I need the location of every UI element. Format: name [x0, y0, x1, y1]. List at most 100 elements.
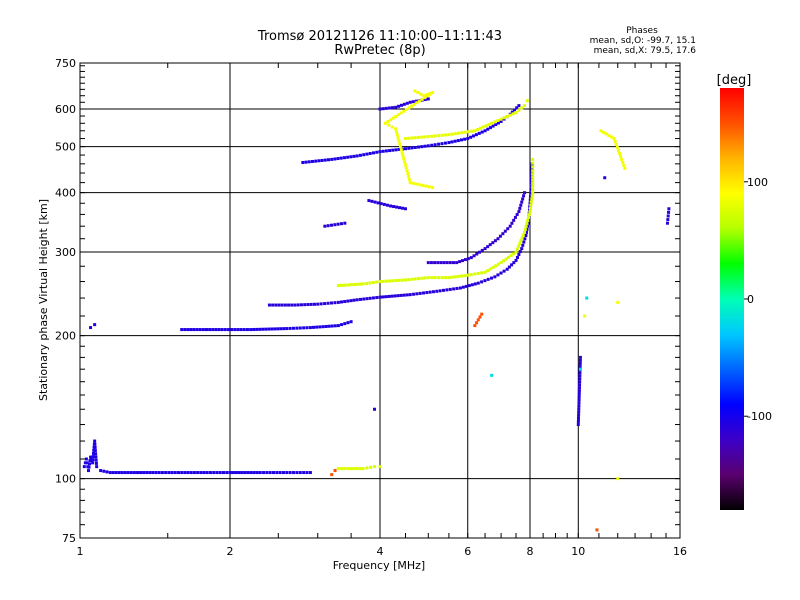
data-point: [173, 471, 177, 475]
data-point: [459, 138, 463, 142]
data-point: [264, 327, 268, 331]
data-point: [419, 92, 423, 96]
data-point: [428, 290, 432, 294]
data-point: [320, 158, 324, 162]
data-point: [407, 136, 411, 140]
data-point: [406, 172, 410, 176]
data-point: [576, 423, 580, 427]
data-point: [530, 197, 534, 201]
data-point: [496, 273, 500, 277]
data-point: [453, 132, 457, 136]
data-point: [424, 184, 428, 188]
data-point: [145, 471, 149, 475]
data-point: [231, 471, 235, 475]
data-point: [578, 383, 582, 387]
data-point: [469, 135, 473, 139]
data-point: [595, 528, 599, 532]
data-point: [414, 99, 418, 103]
data-point: [431, 186, 435, 190]
data-point: [378, 295, 382, 299]
data-point: [373, 407, 377, 411]
data-point: [478, 315, 482, 319]
data-point: [368, 296, 372, 300]
data-point: [340, 467, 344, 471]
data-point: [503, 229, 507, 233]
data-point: [177, 471, 181, 475]
data-point: [208, 328, 212, 332]
y-tick-label: 500: [55, 141, 76, 154]
data-point: [515, 212, 519, 216]
data-point: [488, 126, 492, 130]
data-point: [430, 134, 434, 138]
data-point: [346, 467, 350, 471]
data-point: [199, 471, 203, 475]
data-point: [349, 320, 353, 324]
data-point: [417, 135, 421, 139]
y-tick-label: 300: [55, 246, 76, 259]
data-point: [267, 327, 271, 331]
data-point: [93, 442, 97, 446]
data-point: [613, 140, 617, 144]
data-point: [305, 471, 309, 475]
data-point: [279, 327, 283, 331]
data-point: [395, 133, 399, 137]
data-point: [523, 227, 527, 231]
data-point: [308, 326, 312, 330]
data-point: [417, 145, 421, 149]
data-point: [290, 303, 294, 307]
data-point: [410, 136, 414, 140]
info-heading: Phases: [626, 26, 658, 36]
data-point: [410, 277, 414, 281]
data-point: [518, 250, 522, 254]
data-point: [578, 365, 582, 369]
data-point: [154, 471, 158, 475]
data-point: [520, 200, 524, 204]
data-point: [403, 278, 407, 282]
data-point: [518, 242, 522, 246]
data-point: [531, 184, 535, 188]
data-point: [525, 221, 529, 225]
data-point: [394, 105, 398, 109]
data-point: [88, 458, 92, 462]
data-point: [404, 108, 408, 112]
data-point: [417, 99, 421, 103]
data-point: [240, 471, 244, 475]
data-point: [529, 184, 533, 188]
data-point: [407, 146, 411, 150]
data-point: [491, 241, 495, 245]
data-point: [411, 181, 415, 185]
data-point: [83, 461, 87, 465]
data-point: [578, 377, 582, 381]
data-point: [478, 126, 482, 130]
data-point: [306, 303, 310, 307]
data-point: [491, 124, 495, 128]
data-point: [523, 230, 527, 234]
data-point: [387, 123, 391, 127]
data-point: [180, 328, 184, 332]
data-point: [466, 137, 470, 141]
data-point: [384, 149, 388, 153]
data-point: [261, 327, 265, 331]
data-point: [403, 137, 407, 141]
data-point: [472, 254, 476, 258]
data-point: [94, 458, 98, 462]
data-point: [476, 128, 480, 132]
data-point: [531, 165, 535, 169]
data-point: [477, 131, 481, 135]
data-point: [401, 154, 405, 158]
data-point: [99, 469, 103, 473]
data-point: [387, 294, 391, 298]
data-point: [129, 471, 133, 475]
data-point: [488, 267, 492, 271]
y-tick-label: 200: [55, 330, 76, 343]
data-point: [120, 471, 124, 475]
data-point: [312, 302, 316, 306]
data-point: [343, 283, 347, 287]
data-point: [458, 260, 462, 264]
data-point: [463, 137, 467, 141]
data-point: [453, 139, 457, 143]
data-point: [262, 471, 266, 475]
data-point: [431, 290, 435, 294]
data-point: [117, 471, 121, 475]
data-point: [455, 261, 459, 265]
